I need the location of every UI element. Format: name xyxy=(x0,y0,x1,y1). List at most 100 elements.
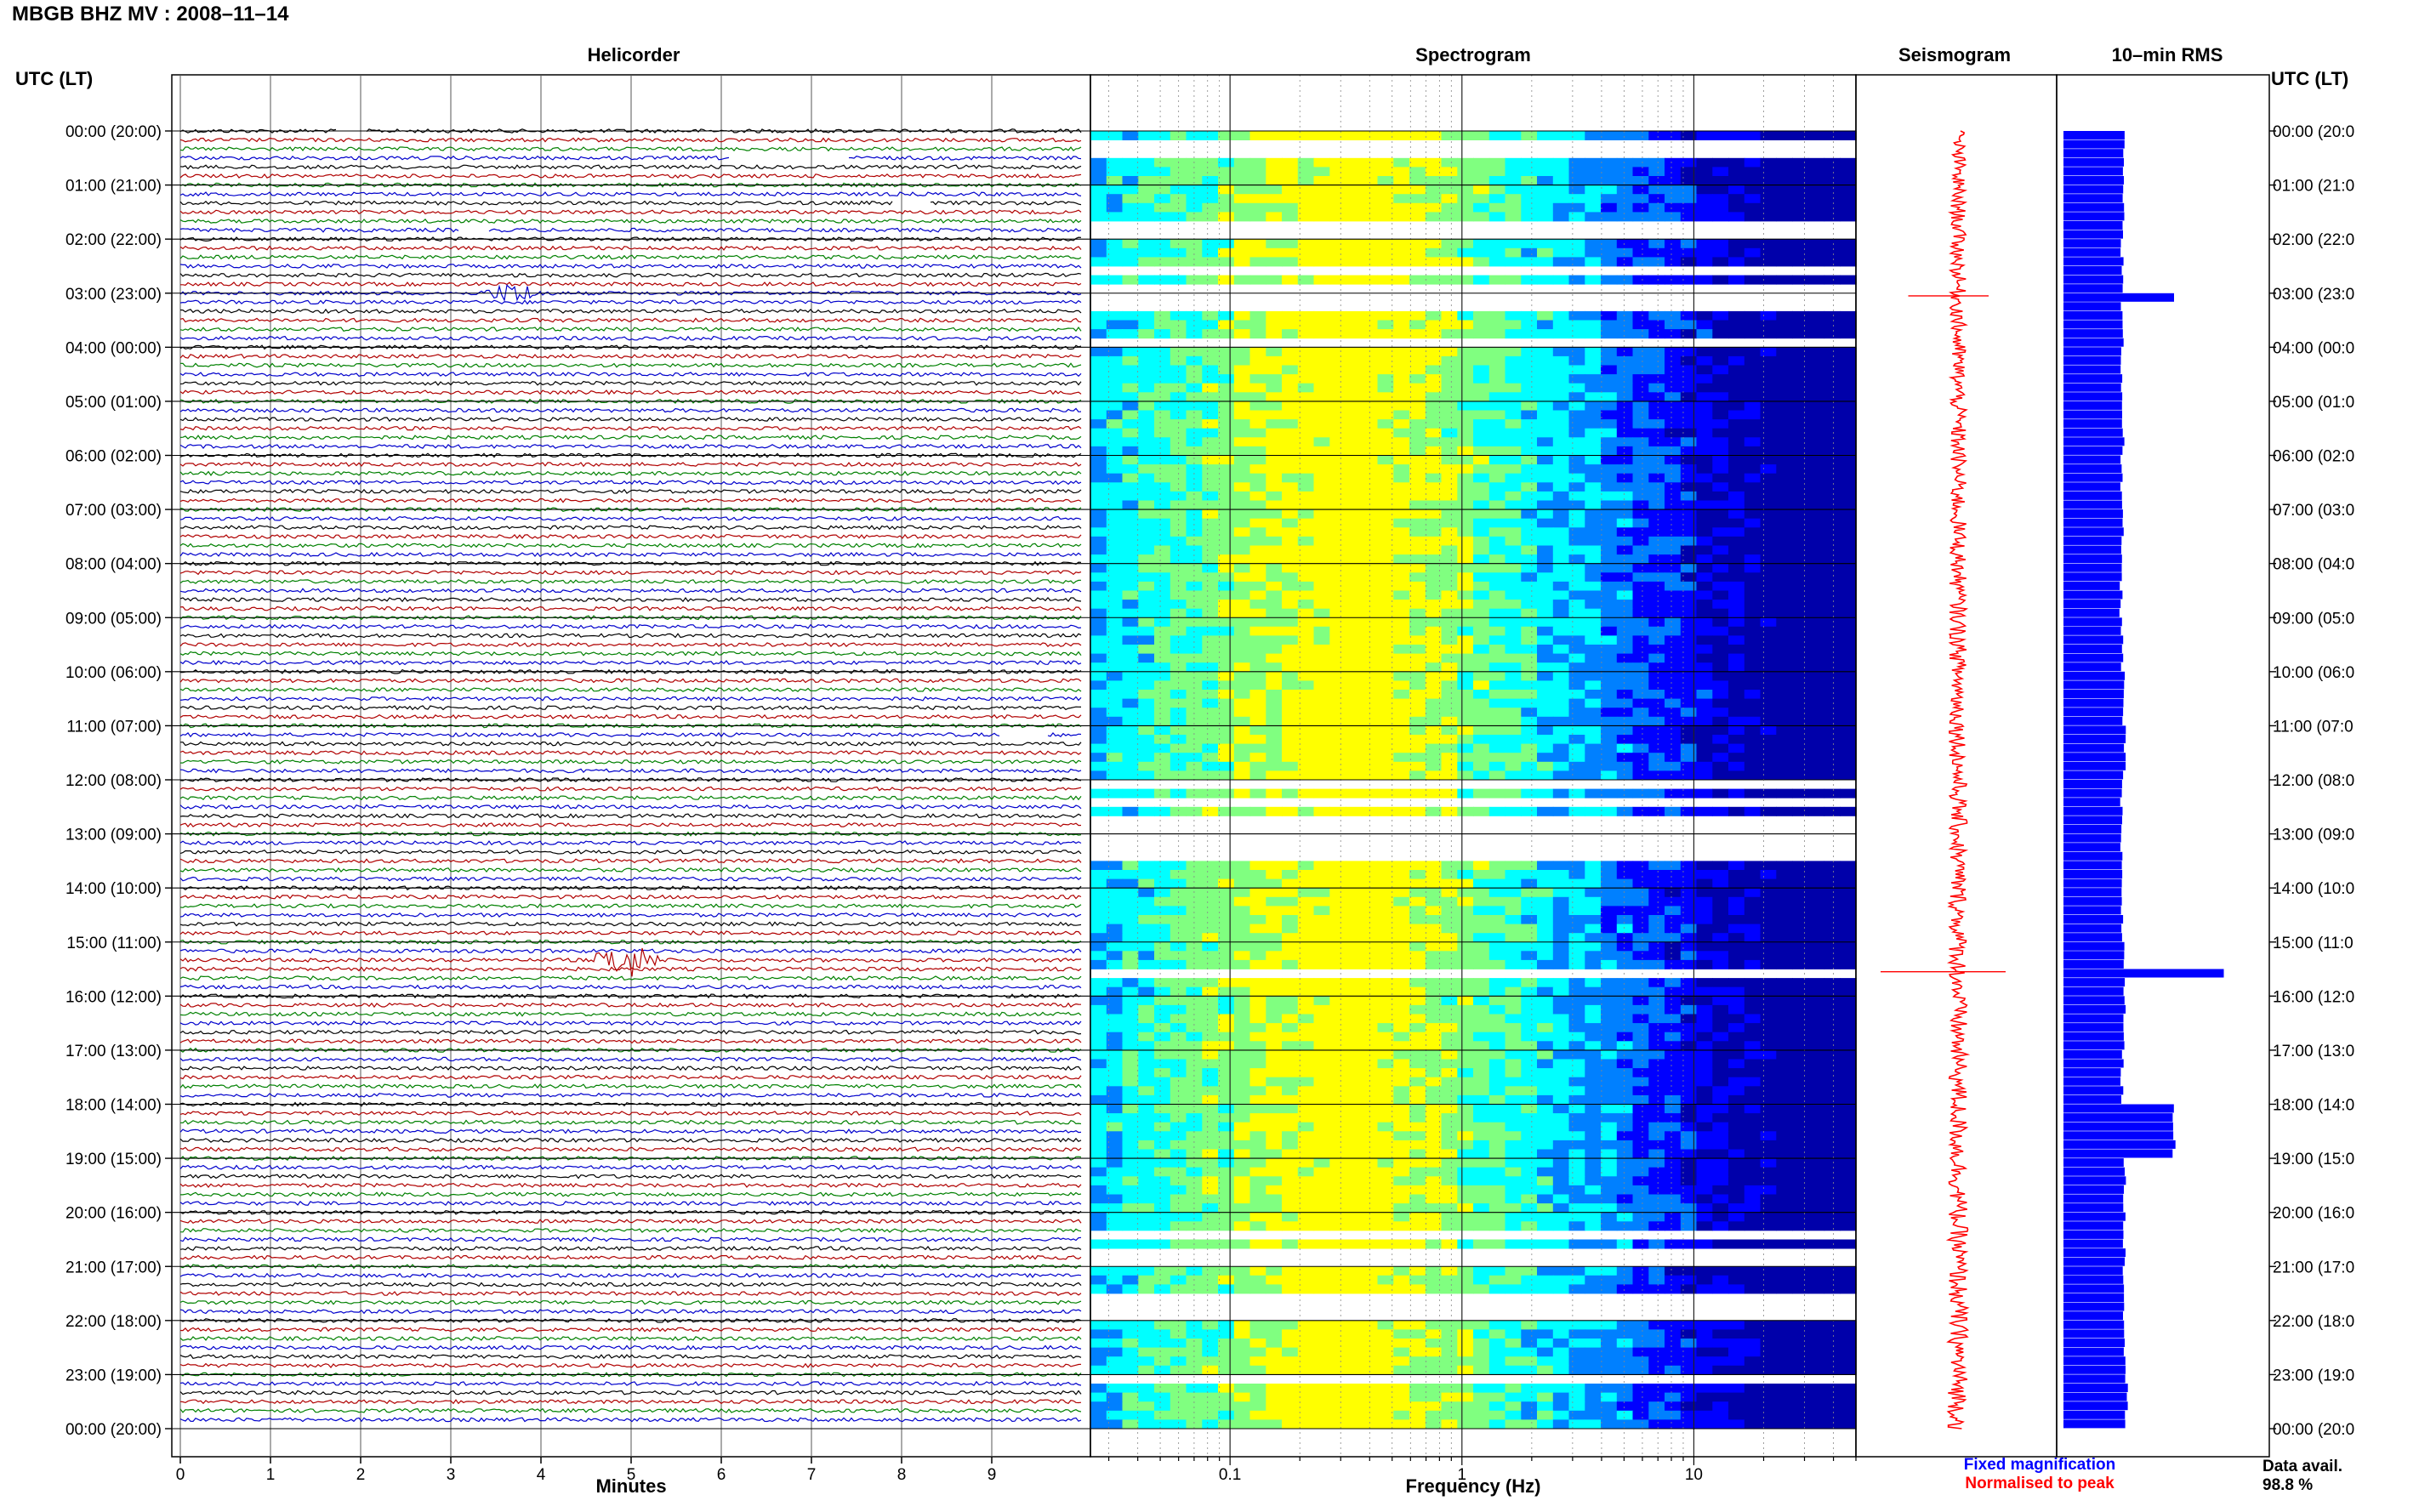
spectrogram-cell xyxy=(1138,941,1155,952)
spectrogram-cell xyxy=(1202,1004,1219,1015)
spectrogram-cell xyxy=(1696,1023,1713,1033)
spectrogram-cell xyxy=(1282,536,1299,546)
spectrogram-cell xyxy=(1792,1014,1809,1024)
spectrogram-cell xyxy=(1776,554,1793,565)
spectrogram-cell xyxy=(1170,924,1187,934)
spectrogram-cell xyxy=(1616,554,1634,565)
spectrogram-cell xyxy=(1361,437,1379,447)
spectrogram-cell xyxy=(1728,572,1745,583)
spectrogram-cell xyxy=(1377,671,1394,681)
spectrogram-cell xyxy=(1233,527,1251,537)
spectrogram-cell xyxy=(1313,735,1330,744)
spectrogram-cell xyxy=(1441,1049,1458,1060)
spectrogram-cell xyxy=(1760,239,1777,249)
spectrogram-cell xyxy=(1696,383,1713,393)
spectrogram-cell xyxy=(1696,545,1713,555)
spectrogram-cell xyxy=(1568,410,1585,420)
spectrogram-cell xyxy=(1552,355,1570,366)
spectrogram-cell xyxy=(1457,257,1474,267)
spectrogram-cell xyxy=(1552,986,1570,997)
spectrogram-cell xyxy=(1824,310,1841,321)
spectrogram-cell xyxy=(1840,671,1857,681)
spectrogram-cell xyxy=(1488,419,1506,429)
spectrogram-cell xyxy=(1266,374,1283,384)
spectrogram-cell xyxy=(1744,437,1762,447)
spectrogram-cell xyxy=(1712,410,1729,420)
spectrogram-cell xyxy=(1425,735,1443,744)
spectrogram-cell xyxy=(1393,1113,1410,1123)
spectrogram-cell xyxy=(1616,536,1634,546)
spectrogram-cell xyxy=(1346,401,1363,411)
spectrogram-cell xyxy=(1441,1140,1458,1150)
spectrogram-cell xyxy=(1393,1094,1410,1105)
spectrogram-cell xyxy=(1377,275,1394,285)
spectrogram-cell xyxy=(1680,347,1698,357)
spectrogram-cell xyxy=(1648,708,1665,718)
spectrogram-cell xyxy=(1202,247,1219,258)
spectrogram-cell xyxy=(1425,888,1443,898)
spectrogram-cell xyxy=(1665,1023,1682,1033)
spectrogram-cell xyxy=(1266,906,1283,916)
spectrogram-cell xyxy=(1122,563,1139,573)
spectrogram-cell xyxy=(1521,392,1538,402)
spectrogram-cell xyxy=(1409,563,1426,573)
helicorder-trace xyxy=(179,317,1082,323)
spectrogram-cell xyxy=(1568,645,1585,654)
spectrogram-cell xyxy=(1186,671,1203,681)
spectrogram-cell xyxy=(1266,708,1283,718)
spectrogram-cell xyxy=(1601,455,1618,465)
spectrogram-cell xyxy=(1585,671,1602,681)
spectrogram-cell xyxy=(1601,626,1618,636)
spectrogram-cell xyxy=(1202,924,1219,934)
spectrogram-cell xyxy=(1282,365,1299,375)
spectrogram-cell xyxy=(1282,698,1299,708)
spectrogram-cell xyxy=(1122,131,1139,140)
spectrogram-cell xyxy=(1154,1122,1171,1132)
spectrogram-cell xyxy=(1329,806,1346,816)
spectrogram-cell xyxy=(1313,1149,1330,1159)
spectrogram-cell xyxy=(1346,725,1363,736)
spectrogram-cell xyxy=(1585,1122,1602,1132)
spectrogram-cell xyxy=(1616,1176,1634,1186)
spectrogram-cell xyxy=(1824,167,1841,177)
spectrogram-cell xyxy=(1696,437,1713,447)
spectrogram-cell xyxy=(1728,374,1745,384)
spectrogram-cell xyxy=(1186,482,1203,492)
spectrogram-cell xyxy=(1728,446,1745,456)
spectrogram-cell xyxy=(1090,473,1107,483)
spectrogram-cell xyxy=(1760,275,1777,285)
spectrogram-cell xyxy=(1329,383,1346,393)
spectrogram-cell xyxy=(1776,690,1793,699)
spectrogram-cell xyxy=(1122,1131,1139,1141)
spectrogram-cell xyxy=(1186,608,1203,618)
spectrogram-cell xyxy=(1138,996,1155,1006)
spectrogram-cell xyxy=(1425,464,1443,475)
spectrogram-cell xyxy=(1537,329,1554,339)
spectrogram-cell xyxy=(1313,906,1330,916)
spectrogram-cell xyxy=(1616,1104,1634,1114)
spectrogram-cell xyxy=(1760,509,1777,520)
spectrogram-cell xyxy=(1552,239,1570,249)
spectrogram-cell xyxy=(1202,355,1219,366)
spectrogram-cell xyxy=(1776,680,1793,691)
spectrogram-cell xyxy=(1521,1049,1538,1060)
spectrogram-cell xyxy=(1585,653,1602,663)
spectrogram-cell xyxy=(1776,473,1793,483)
spectrogram-cell xyxy=(1807,590,1825,600)
spectrogram-cell xyxy=(1585,590,1602,600)
spectrogram-cell xyxy=(1138,878,1155,889)
spectrogram-cell xyxy=(1632,1158,1649,1168)
spectrogram-cell xyxy=(1632,662,1649,673)
spectrogram-cell xyxy=(1473,310,1490,321)
spectrogram-cell xyxy=(1505,464,1522,475)
spectrogram-cell xyxy=(1568,1004,1585,1015)
spectrogram-cell xyxy=(1186,941,1203,952)
spectrogram-cell xyxy=(1202,941,1219,952)
spectrogram-cell xyxy=(1377,959,1394,969)
spectrogram-cell xyxy=(1632,464,1649,475)
spectrogram-cell xyxy=(1154,581,1171,591)
spectrogram-cell xyxy=(1425,617,1443,628)
spectrogram-cell xyxy=(1840,951,1857,961)
spectrogram-cell xyxy=(1297,1122,1315,1132)
spectrogram-cell xyxy=(1728,194,1745,204)
